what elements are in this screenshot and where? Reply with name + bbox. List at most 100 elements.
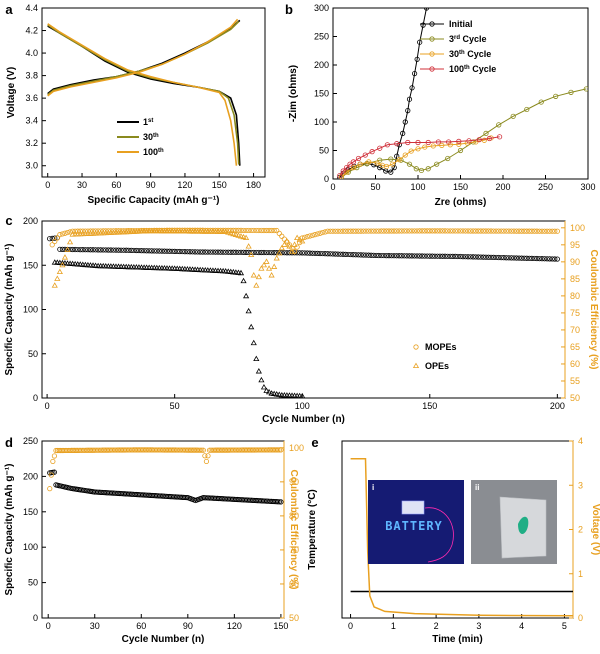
b-point: [415, 146, 421, 152]
c-point: [159, 248, 165, 254]
c-point: [327, 228, 333, 234]
e-x-tick-label: 0: [348, 621, 353, 631]
a-ylabel: Voltage (V): [6, 67, 17, 118]
c-point: [237, 233, 245, 239]
c-y2-tick-label: 65: [570, 342, 580, 352]
c-point: [61, 254, 69, 260]
e-y2-tick-label: 0: [578, 613, 583, 623]
b-point: [369, 149, 375, 155]
c-y2-tick-label: 80: [570, 291, 580, 301]
b-point: [423, 8, 430, 11]
c-y-tick-label: 50: [28, 349, 38, 359]
b-point: [439, 142, 445, 148]
c-point: [391, 253, 397, 259]
c-point: [394, 228, 400, 234]
d-x-tick-label: 30: [90, 621, 100, 631]
c-point: [177, 248, 183, 255]
c-point: [126, 247, 132, 253]
a-charge-curve-1st: [47, 19, 241, 95]
b-point: [583, 86, 588, 92]
b-point: [568, 89, 574, 95]
a-legend-label: 100th: [143, 147, 164, 157]
c-point: [519, 228, 525, 234]
c-point: [245, 307, 252, 314]
c-point: [513, 228, 520, 234]
c-point: [473, 228, 479, 234]
c-y2-tick-label: 60: [570, 359, 580, 369]
c-point: [496, 228, 502, 234]
b-point: [396, 157, 402, 163]
c-point: [263, 258, 270, 264]
e-x-tick-label: 4: [519, 621, 524, 631]
c-point: [187, 249, 193, 255]
e-x-tick-label: 2: [434, 621, 439, 631]
c-point: [304, 250, 310, 256]
b-legend-label: 3rd Cycle: [449, 34, 487, 44]
e-x-tick-label: 5: [562, 621, 567, 631]
c-point: [256, 227, 262, 234]
c-point: [263, 387, 270, 393]
c-point: [243, 227, 249, 234]
c-point: [355, 228, 361, 234]
c-point: [161, 248, 168, 254]
c-point: [64, 229, 71, 236]
c-point: [488, 254, 494, 260]
b-legend-marker: [429, 21, 435, 27]
e-xlabel: Time (min): [432, 634, 482, 645]
c-point: [223, 249, 229, 255]
c-point: [383, 253, 390, 259]
e-ylabel2: Voltage (V): [590, 504, 600, 555]
c-point: [355, 252, 361, 258]
c-point: [273, 255, 280, 261]
b-point: [496, 122, 502, 128]
d-x-tick-label: 0: [46, 621, 51, 631]
d-y2-tick-label: 80: [289, 511, 299, 521]
b-point: [409, 85, 415, 91]
c-point: [544, 228, 550, 234]
b-legend-label: Initial: [449, 19, 473, 29]
d-point: [202, 453, 208, 459]
b-point: [383, 163, 390, 170]
c-point: [269, 227, 275, 234]
d-x-tick-label: 90: [183, 621, 193, 631]
b-series-line-100th Cycle: [339, 136, 500, 176]
c-point: [205, 249, 211, 255]
c-point: [110, 247, 117, 253]
c-point: [521, 255, 527, 261]
d-point: [51, 469, 58, 475]
a-y-tick-label: 3.0: [25, 161, 38, 171]
b-point: [414, 56, 420, 62]
a-y-tick-label: 3.4: [25, 116, 38, 126]
c-point: [457, 228, 463, 234]
c-legend-marker: [412, 362, 420, 368]
c-point: [388, 253, 395, 259]
b-point: [524, 106, 530, 113]
c-point: [149, 248, 155, 254]
c-point: [70, 228, 76, 234]
c-point: [342, 251, 349, 257]
d-point: [275, 499, 281, 505]
c-point: [317, 250, 323, 257]
c-point: [478, 228, 484, 234]
c-point: [406, 228, 412, 234]
c-ylabel2: Coulombic Efficiency (%): [588, 249, 599, 369]
inset-photo-led: [368, 480, 464, 564]
d-y-tick-label: 50: [28, 578, 38, 588]
c-point: [340, 228, 346, 234]
a-x-tick-label: 90: [146, 180, 156, 190]
c-legend-label: MOPEs: [425, 342, 457, 352]
c-point: [113, 247, 119, 253]
c-point: [299, 238, 306, 244]
c-point: [322, 251, 328, 257]
c-point: [233, 249, 239, 255]
b-point: [377, 157, 383, 163]
c-point: [297, 239, 303, 246]
d-point: [276, 499, 282, 505]
c-point: [80, 247, 86, 253]
c-point: [394, 253, 400, 259]
c-point: [519, 255, 525, 261]
c-point: [488, 228, 494, 234]
c-point: [360, 228, 367, 234]
inset-label-ii: ii: [475, 483, 479, 492]
c-point: [337, 228, 344, 234]
